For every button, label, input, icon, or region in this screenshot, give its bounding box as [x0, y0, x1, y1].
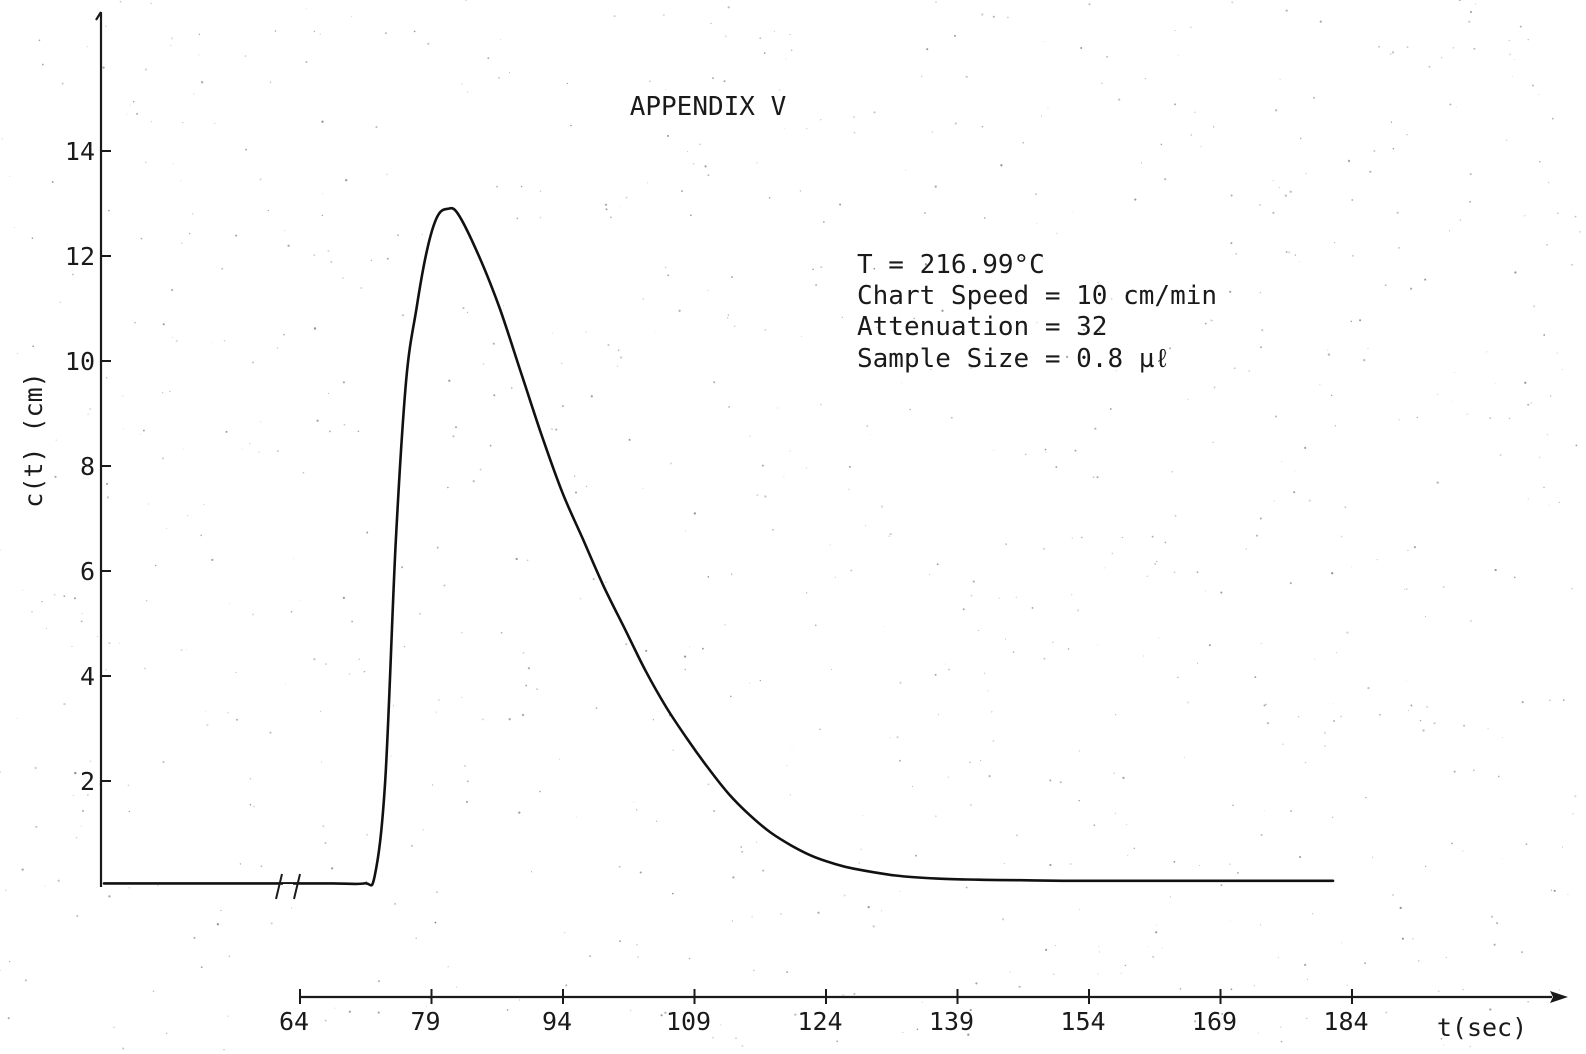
series-line	[102, 206, 1335, 887]
y-tick-label: 14	[65, 137, 95, 166]
y-tick-label: 2	[80, 767, 95, 796]
annotation-chart-speed: Chart Speed = 10 cm/min	[857, 281, 1217, 311]
chart-title: APPENDIX V	[630, 92, 787, 122]
annotation-temperature: T = 216.99°C	[857, 250, 1045, 280]
annotation-sample-size: Sample Size = 0.8 µℓ	[857, 344, 1170, 374]
y-tick-label: 10	[65, 347, 95, 376]
x-tick-label: 139	[929, 1007, 974, 1036]
x-tick-label: 94	[542, 1007, 572, 1036]
x-tick-label: 109	[666, 1007, 711, 1036]
y-tick-label: 4	[80, 662, 95, 691]
y-axis-top-mark	[95, 11, 102, 21]
y-ticks: 2 4 6 8 10 12 14	[65, 137, 111, 796]
annotation-attenuation: Attenuation = 32	[857, 312, 1107, 342]
y-axis-title: c(t) (cm)	[19, 372, 48, 507]
x-axis-title: t(sec)	[1437, 1013, 1527, 1042]
y-tick-label: 6	[80, 557, 95, 586]
x-tick-label: 64	[279, 1007, 309, 1036]
x-tick-label: 154	[1060, 1007, 1105, 1036]
x-tick-label: 169	[1192, 1007, 1237, 1036]
y-tick-label: 12	[65, 242, 95, 271]
x-tick-label: 184	[1323, 1007, 1368, 1036]
axis-break-symbol	[275, 873, 301, 900]
x-tick-label: 79	[410, 1007, 440, 1036]
annotation-block: T = 216.99°C Chart Speed = 10 cm/min Att…	[857, 250, 1217, 374]
x-axis-arrow	[1550, 991, 1568, 1003]
x-ticks: 64 79 94 109 124 139 154 169 184	[279, 989, 1369, 1036]
x-tick-label: 124	[797, 1007, 842, 1036]
y-tick-label: 8	[80, 452, 95, 481]
